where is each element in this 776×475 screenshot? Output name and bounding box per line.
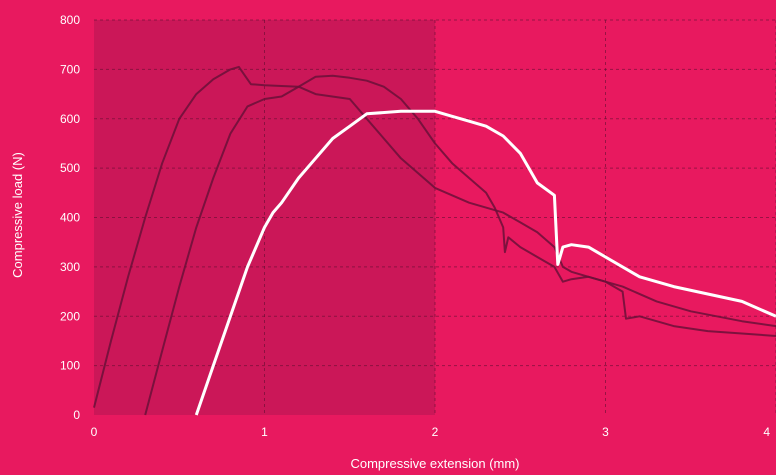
x-axis-label: Compressive extension (mm) <box>350 456 519 471</box>
series-line-dark-2 <box>144 74 776 416</box>
y-tick-label: 100 <box>60 359 80 373</box>
x-tick-label: 1 <box>261 425 268 439</box>
y-tick-label: 200 <box>60 309 80 323</box>
x-tick-label: 4 <box>763 425 770 439</box>
y-tick-label: 700 <box>60 62 80 76</box>
x-tick-label: 0 <box>91 425 98 439</box>
y-tick-label: 400 <box>60 211 80 225</box>
y-tick-label: 300 <box>60 260 80 274</box>
y-axis-label: Compressive load (N) <box>10 152 25 278</box>
y-tick-label: 600 <box>60 112 80 126</box>
series-line-dark-1 <box>93 65 776 408</box>
y-tick-label: 500 <box>60 161 80 175</box>
x-tick-label: 2 <box>432 425 439 439</box>
series-line-white <box>194 109 776 416</box>
tick-labels: 0 100 200 300 400 500 600 700 800 0 1 2 3 4 <box>60 13 770 439</box>
y-tick-label: 0 <box>73 408 80 422</box>
x-tick-label: 3 <box>602 425 609 439</box>
y-tick-label: 800 <box>60 13 80 27</box>
series-lines <box>93 65 776 416</box>
